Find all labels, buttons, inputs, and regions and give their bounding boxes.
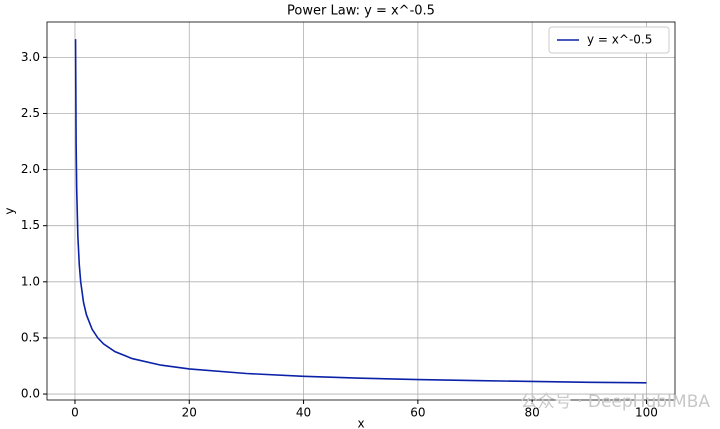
legend: y = x^-0.5 bbox=[548, 26, 670, 54]
y-tick-label: 1.5 bbox=[21, 218, 40, 232]
y-tick-label: 2.0 bbox=[21, 162, 40, 176]
watermark: 公众号 · DeepHubIMBA bbox=[521, 392, 711, 412]
line-series bbox=[74, 39, 647, 384]
plot-frame bbox=[46, 21, 676, 401]
y-tick-label: 2.5 bbox=[21, 106, 40, 120]
y-tick-label: 1.0 bbox=[21, 274, 40, 288]
y-tick-label: 3.0 bbox=[21, 50, 40, 64]
y-tick-label: 0.0 bbox=[21, 387, 40, 401]
x-axis-label: x bbox=[357, 417, 364, 429]
x-tick-label: 0 bbox=[71, 406, 79, 420]
chart-title: Power Law: y = x^-0.5 bbox=[287, 4, 435, 19]
y-tick-label: 0.5 bbox=[21, 330, 40, 344]
x-tick-label: 60 bbox=[410, 406, 425, 420]
y-axis-label: y bbox=[3, 207, 17, 214]
legend-label: y = x^-0.5 bbox=[587, 33, 652, 47]
x-tick-label: 100 bbox=[635, 406, 658, 420]
x-tick-label: 80 bbox=[525, 406, 540, 420]
x-tick-label: 20 bbox=[182, 406, 197, 420]
legend-box bbox=[548, 26, 670, 54]
x-tick-label: 40 bbox=[296, 406, 311, 420]
